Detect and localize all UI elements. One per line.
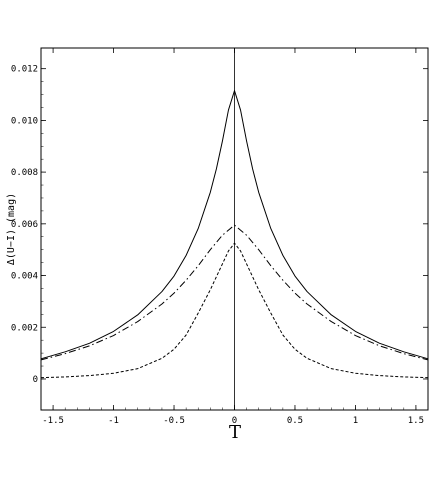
y-tick-label: 0 <box>33 375 38 385</box>
series-line-dashed <box>40 242 429 379</box>
y-tick-label: 0.002 <box>11 323 38 333</box>
y-tick-label: 0.008 <box>11 168 38 178</box>
y-tick-label: 0.004 <box>11 272 38 282</box>
y-axis-title: Δ(U−I) (mag) <box>6 193 17 265</box>
y-tick-label: 0.006 <box>11 220 38 230</box>
x-axis-ticks: -1.5 -1 -0.5 0 0.5 1 1.5 <box>42 48 424 426</box>
x-tick-label: -1.5 <box>42 416 64 426</box>
x-tick-label: 0 <box>232 416 237 426</box>
y-tick-label: 0.010 <box>11 116 38 126</box>
series-line-solid <box>40 90 429 360</box>
x-tick-label: -1 <box>108 416 119 426</box>
series-layer <box>40 90 429 379</box>
y-axis-ticks: 0 0.002 0.004 0.006 0.008 0.010 0.012 <box>11 65 428 385</box>
x-tick-label: 1.5 <box>408 416 424 426</box>
series-line-dashdot <box>40 224 429 361</box>
x-tick-label: -0.5 <box>163 416 185 426</box>
y-tick-label: 0.012 <box>11 65 38 75</box>
x-tick-label: 0.5 <box>287 416 303 426</box>
x-tick-label: 1 <box>353 416 358 426</box>
x-axis-title: T <box>229 422 241 443</box>
